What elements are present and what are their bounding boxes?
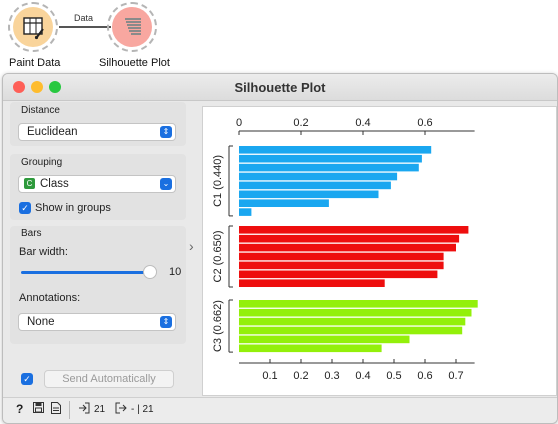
silhouette-bar [239, 172, 398, 181]
output-count: - | 21 [131, 404, 154, 415]
bottom-tick-label: 0.3 [324, 370, 339, 382]
link-line[interactable] [59, 26, 111, 28]
silhouette-bar [239, 181, 391, 190]
report-icon[interactable] [51, 402, 61, 417]
top-tick-label: 0 [236, 117, 242, 129]
silhouette-bar [239, 270, 438, 279]
silhouette-bar [239, 163, 419, 172]
send-automatically-checkbox[interactable]: ✓ [21, 373, 33, 385]
silhouette-plot-area[interactable]: 0 0.2 0.4 0.6 0.1 0.2 0.3 0.4 0.5 0.6 0.7 C1 (0.440… [202, 106, 557, 396]
title-bar[interactable]: Silhouette Plot [3, 74, 557, 101]
bars-box: Bars Bar width: 10 Annotations: None ⇕ [10, 226, 186, 344]
bottom-tick-label: 0.2 [293, 370, 308, 382]
paint-data-node[interactable]: Paint Data [6, 2, 62, 72]
silhouette-bar [239, 300, 478, 308]
grouping-box: Grouping C Class ⌄ ✓ Show in groups [10, 154, 186, 220]
save-icon[interactable] [33, 402, 44, 416]
silhouette-plot-label: Silhouette Plot [99, 57, 170, 69]
bar-width-slider-track[interactable] [21, 271, 151, 274]
silhouette-bar [239, 335, 410, 344]
annotations-label: Annotations: [19, 292, 81, 304]
top-tick-label: 0.6 [417, 117, 432, 129]
bottom-tick-label: 0.5 [386, 370, 401, 382]
silhouette-bar [239, 226, 469, 234]
silhouette-bar [239, 308, 472, 317]
chevron-down-icon: ⌄ [160, 178, 172, 190]
annotations-select-value: None [27, 316, 55, 328]
minimize-button[interactable] [31, 81, 43, 93]
status-divider [69, 401, 70, 419]
updown-chevron-icon: ⇕ [160, 316, 172, 328]
bottom-tick-label: 0.4 [355, 370, 370, 382]
paint-data-input-arc [8, 2, 58, 52]
top-tick-label: 0.2 [293, 117, 308, 129]
annotations-select[interactable]: None ⇕ [18, 313, 176, 331]
bar-width-value: 10 [169, 266, 182, 278]
link-label: Data [74, 13, 94, 23]
bottom-tick-label: 0.7 [448, 370, 463, 382]
group-label: C3 (0.662) [212, 300, 224, 352]
silhouette-bar [239, 344, 382, 353]
close-button[interactable] [13, 81, 25, 93]
collapse-panel-arrow-icon[interactable]: › [189, 238, 194, 254]
silhouette-plot-window: Silhouette Plot Distance Euclidean ⇕ Gro… [2, 73, 558, 424]
input-count: 21 [94, 404, 106, 415]
bars-section-label: Bars [21, 228, 42, 239]
updown-chevron-icon: ⇕ [160, 126, 172, 138]
silhouette-bar [239, 190, 379, 199]
silhouette-bar [239, 252, 444, 261]
silhouette-plot-icon [112, 7, 152, 47]
bar-width-slider-handle[interactable] [143, 265, 157, 279]
paint-data-icon [13, 7, 53, 47]
silhouette-bar [239, 146, 432, 154]
grouping-section-label: Grouping [21, 157, 63, 168]
zoom-button[interactable] [49, 81, 61, 93]
distance-select[interactable]: Euclidean ⇕ [18, 123, 176, 141]
input-icon [78, 402, 90, 417]
silhouette-bar [239, 154, 422, 163]
send-automatically-button[interactable]: Send Automatically [44, 370, 174, 388]
distance-section-label: Distance [21, 105, 60, 116]
distance-box: Distance Euclidean ⇕ [10, 102, 186, 146]
window-title: Silhouette Plot [234, 80, 326, 95]
help-icon[interactable]: ? [16, 402, 24, 416]
output-icon [115, 402, 127, 417]
silhouette-bar [239, 199, 329, 207]
show-in-groups-label[interactable]: Show in groups [35, 202, 111, 214]
show-in-groups-checkbox[interactable]: ✓ [19, 202, 31, 214]
silhouette-chart: 0 0.2 0.4 0.6 0.1 0.2 0.3 0.4 0.5 0.6 0.7 C1 (0.440… [212, 117, 478, 382]
silhouette-plot-output-arc [107, 2, 157, 52]
grouping-select-value: Class [40, 178, 69, 190]
class-variable-icon: C [24, 178, 35, 189]
silhouette-bar [239, 326, 463, 335]
silhouette-plot-node[interactable]: Silhouette Plot [99, 2, 179, 72]
top-tick-label: 0.4 [355, 117, 370, 129]
silhouette-bar [239, 261, 444, 270]
group-label: C2 (0.650) [212, 231, 224, 283]
silhouette-bar [239, 234, 460, 243]
grouping-select[interactable]: C Class ⌄ [18, 175, 176, 193]
bar-width-label: Bar width: [19, 246, 68, 258]
group-label: C1 (0.440) [212, 155, 224, 207]
status-bar: ? 21 - | 21 [3, 397, 557, 423]
silhouette-bar [239, 279, 385, 287]
silhouette-bar [239, 317, 466, 326]
bottom-tick-label: 0.6 [417, 370, 432, 382]
silhouette-bar [239, 208, 252, 216]
silhouette-bar [239, 243, 456, 252]
distance-select-value: Euclidean [27, 126, 78, 138]
paint-data-label: Paint Data [9, 57, 61, 69]
bottom-tick-label: 0.1 [262, 370, 277, 382]
